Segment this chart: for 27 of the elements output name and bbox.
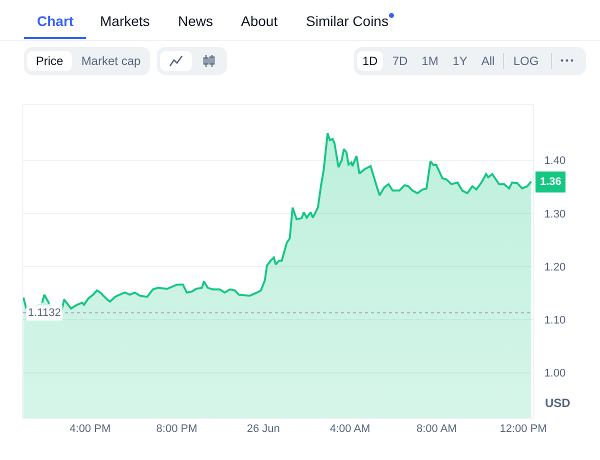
x-tick-label: 8:00 PM — [156, 423, 198, 436]
text: Chart — [37, 13, 74, 29]
text: 1D — [357, 51, 383, 71]
text: About — [241, 13, 278, 29]
text: All — [480, 53, 496, 70]
annotation: 1.36 — [540, 176, 562, 188]
x-tick-label: 8:00 AM — [416, 423, 457, 436]
y-tick-label: 1.10 — [544, 314, 566, 327]
x-tick-label: 4:00 AM — [330, 423, 370, 436]
ref-line-label: 1.1132 — [28, 307, 61, 319]
text: 1Y — [452, 53, 468, 70]
text: LOG — [512, 53, 540, 70]
text: 1M — [420, 53, 440, 70]
x-tick-label: 26 Jun — [246, 423, 280, 436]
text: Markets — [100, 13, 150, 29]
text: News — [178, 13, 214, 29]
text: Similar Coins — [306, 13, 390, 29]
text: Price — [27, 51, 72, 71]
y-tick-label: 1.20 — [544, 261, 566, 274]
y-axis-title: USD — [545, 396, 571, 410]
x-tick-label: 12:00 PM — [500, 423, 547, 436]
text: 7D — [391, 53, 409, 70]
x-tick-label: 4:00 PM — [70, 423, 111, 436]
y-tick-label: 1.30 — [544, 208, 566, 220]
y-tick-label: 1.40 — [544, 155, 566, 168]
y-tick-label: 1.00 — [544, 368, 566, 380]
text: Market cap — [80, 53, 142, 70]
